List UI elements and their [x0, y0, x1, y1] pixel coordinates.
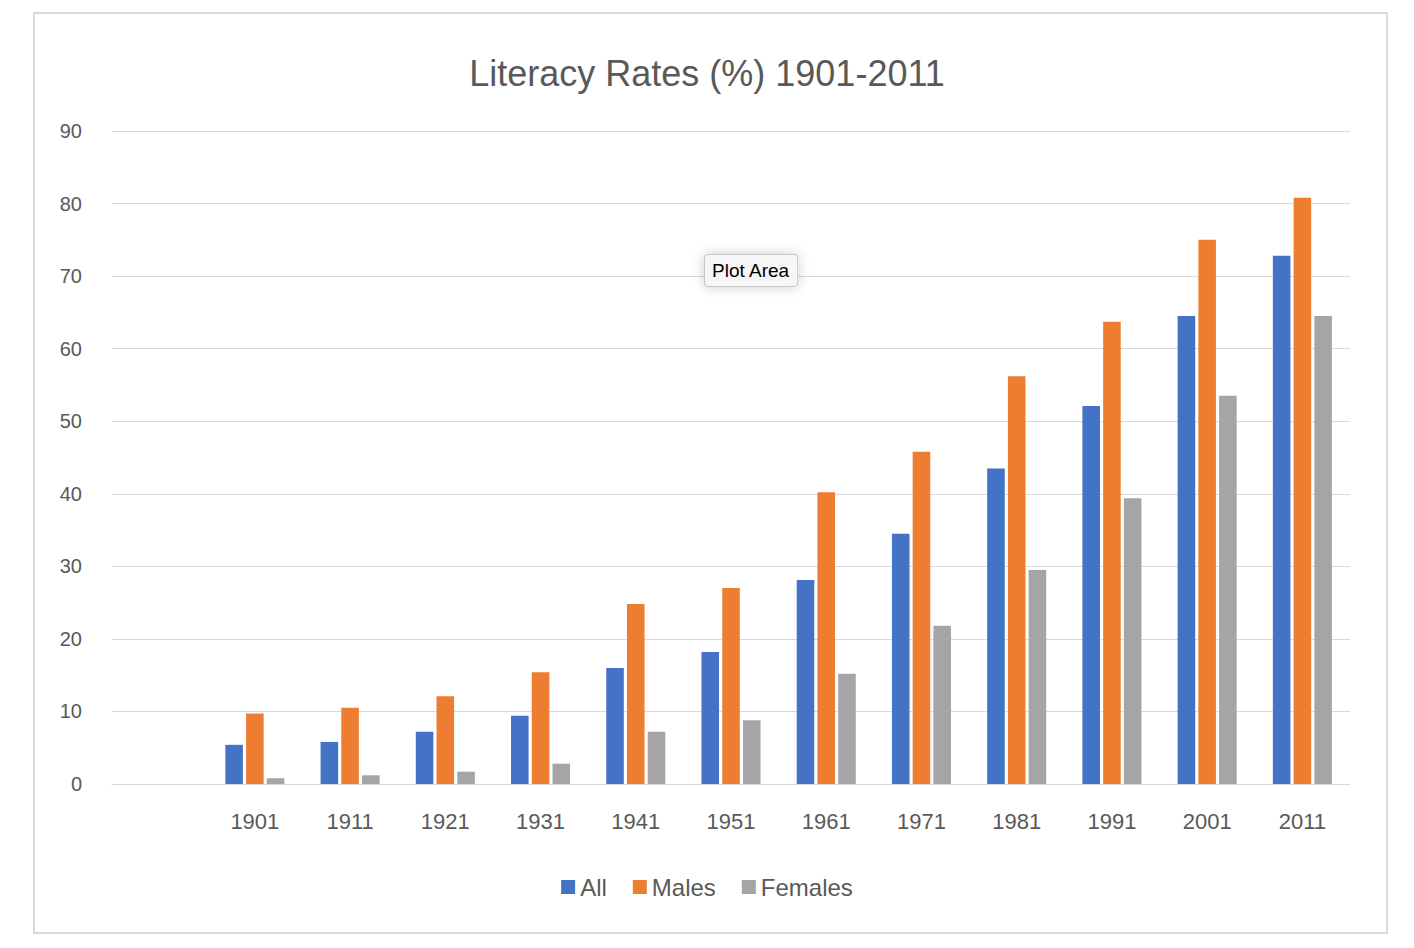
svg-text:1991: 1991	[1087, 809, 1136, 834]
svg-text:1931: 1931	[516, 809, 565, 834]
svg-text:60: 60	[60, 338, 82, 360]
svg-text:20: 20	[60, 628, 82, 650]
svg-text:1961: 1961	[802, 809, 851, 834]
svg-text:1921: 1921	[421, 809, 470, 834]
svg-text:90: 90	[60, 120, 82, 142]
svg-text:Females: Females	[761, 874, 853, 901]
svg-text:80: 80	[60, 193, 82, 215]
svg-text:1981: 1981	[992, 809, 1041, 834]
svg-text:1941: 1941	[611, 809, 660, 834]
svg-text:Plot Area: Plot Area	[712, 260, 790, 281]
svg-text:1951: 1951	[707, 809, 756, 834]
svg-text:1971: 1971	[897, 809, 946, 834]
svg-text:0: 0	[71, 773, 82, 795]
svg-text:All: All	[580, 874, 607, 901]
svg-text:40: 40	[60, 483, 82, 505]
svg-text:50: 50	[60, 410, 82, 432]
svg-text:Literacy Rates (%) 1901-2011: Literacy Rates (%) 1901-2011	[469, 53, 945, 94]
svg-text:1901: 1901	[230, 809, 279, 834]
svg-text:2011: 2011	[1279, 809, 1326, 834]
svg-text:30: 30	[60, 555, 82, 577]
svg-text:10: 10	[60, 700, 82, 722]
svg-text:Males: Males	[652, 874, 716, 901]
svg-text:70: 70	[60, 265, 82, 287]
svg-text:1911: 1911	[326, 809, 373, 834]
svg-text:2001: 2001	[1183, 809, 1232, 834]
